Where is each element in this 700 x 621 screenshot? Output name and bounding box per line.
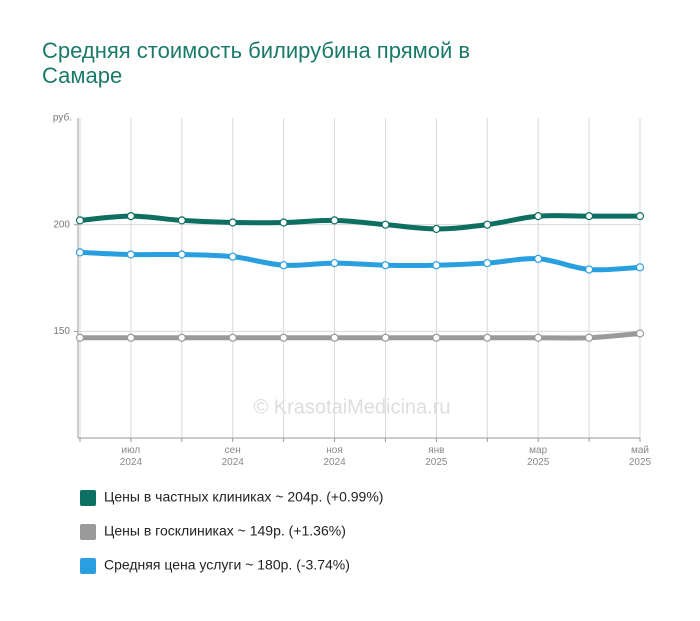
data-point — [330, 216, 339, 225]
data-point — [228, 252, 237, 261]
data-point — [483, 220, 492, 229]
data-point — [635, 212, 645, 221]
data-point — [584, 265, 594, 274]
data-point — [228, 218, 237, 227]
x-tick-label: янв 2025 — [425, 445, 448, 468]
legend-swatch — [80, 490, 96, 506]
data-point — [228, 333, 237, 342]
data-point — [432, 333, 441, 342]
chart-title: Средняя стоимость билирубина прямой в Сам… — [42, 38, 470, 88]
x-tick-label: ноя 2024 — [323, 445, 346, 468]
data-point — [279, 218, 288, 227]
x-tick-label-line: 2024 — [222, 457, 245, 468]
x-tick-label: июл 2024 — [120, 445, 143, 468]
x-tick-label-line: янв — [428, 445, 444, 456]
data-point — [534, 212, 543, 221]
series-line — [79, 330, 641, 341]
data-point — [483, 258, 492, 268]
data-point — [75, 216, 85, 225]
data-point — [279, 261, 288, 270]
data-point — [381, 261, 390, 270]
data-point — [483, 333, 492, 342]
data-point — [177, 333, 186, 342]
x-tick-label-line: июл — [122, 445, 141, 456]
x-tick-label-line: май — [631, 445, 649, 456]
watermark: © KrasotaiMedicina.ru — [253, 396, 450, 418]
x-tick-label-line: 2025 — [629, 457, 652, 468]
data-point — [279, 333, 288, 342]
legend-label: Цены в госклиниках ~ 149р. (+1.36%) — [104, 523, 346, 539]
x-tick-label-line: 2025 — [425, 457, 448, 468]
data-point — [177, 216, 186, 225]
y-tick-label: 150 — [53, 326, 70, 337]
y-tick-label: 200 — [53, 219, 70, 230]
x-tick-label: мар 2025 — [527, 445, 550, 468]
legend-swatch — [80, 524, 96, 540]
series-line — [79, 213, 640, 232]
data-point — [126, 250, 136, 259]
data-point — [534, 333, 543, 342]
data-point — [126, 212, 136, 221]
data-point — [381, 220, 390, 229]
legend-swatch — [80, 558, 96, 574]
data-point — [432, 224, 441, 234]
data-point — [330, 333, 339, 342]
x-tick-label: май 2025 — [629, 445, 652, 468]
data-point — [126, 333, 136, 342]
y-axis-label: руб. — [53, 112, 72, 124]
data-point — [534, 254, 543, 263]
x-tick-label-line: ноя — [326, 445, 343, 456]
x-tick-label-line: мар — [529, 445, 547, 456]
series-line — [79, 249, 641, 273]
data-point — [75, 333, 85, 342]
data-point — [330, 258, 339, 268]
data-point — [635, 329, 645, 338]
x-tick-label: сен 2024 — [222, 445, 245, 468]
legend-label: Цены в частных клиниках ~ 204р. (+0.99%) — [104, 489, 383, 505]
x-tick-label-line: 2025 — [527, 457, 550, 468]
data-point — [584, 333, 594, 342]
x-tick-label-line: сен — [225, 445, 241, 456]
legend-label: Средняя цена услуги ~ 180р. (-3.74%) — [104, 557, 350, 573]
data-point — [584, 212, 594, 221]
data-point — [635, 263, 645, 272]
data-point — [432, 261, 441, 270]
data-point — [177, 250, 186, 259]
x-tick-label-line: 2024 — [120, 457, 143, 468]
x-tick-label-line: 2024 — [323, 457, 346, 468]
data-point — [75, 248, 85, 257]
data-point — [381, 333, 390, 342]
